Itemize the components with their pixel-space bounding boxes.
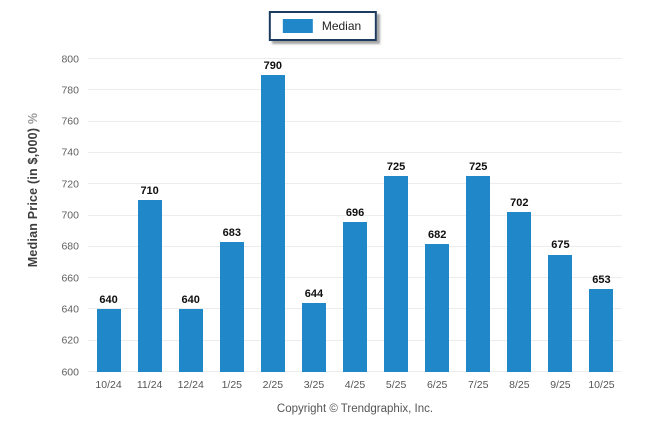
bar-value-label: 682 bbox=[427, 228, 447, 241]
x-tick-label: 1/25 bbox=[221, 379, 242, 391]
bar-median-2-25 bbox=[260, 74, 285, 372]
x-tick-label: 10/25 bbox=[588, 379, 615, 391]
y-tick-label: 660 bbox=[61, 271, 79, 284]
bar-slot: 653 10/25 bbox=[581, 59, 622, 391]
x-tick-label: 12/24 bbox=[177, 379, 204, 391]
bar-value-label: 725 bbox=[386, 161, 406, 174]
bar-slot: 696 4/25 bbox=[334, 59, 375, 391]
legend: Median bbox=[268, 11, 378, 41]
bar-median-8-25 bbox=[507, 212, 532, 372]
bar-value-label: 790 bbox=[263, 59, 283, 72]
y-tick-label: 620 bbox=[61, 334, 79, 347]
x-tick-label: 7/25 bbox=[468, 379, 489, 391]
bar-value-label: 640 bbox=[99, 294, 118, 307]
bar-slot: 675 9/25 bbox=[540, 59, 581, 391]
bar-slot: 710 11/24 bbox=[129, 59, 170, 391]
gridline bbox=[88, 120, 622, 122]
x-tick-label: 11/24 bbox=[136, 379, 163, 391]
legend-label: Median bbox=[321, 19, 362, 33]
y-tick-label: 640 bbox=[61, 303, 79, 316]
x-tick-label: 10/24 bbox=[95, 379, 122, 391]
bar-median-7-25 bbox=[466, 176, 491, 372]
gridline bbox=[88, 183, 622, 185]
bar-median-1-25 bbox=[219, 242, 244, 372]
bar-value-label: 725 bbox=[469, 161, 488, 174]
y-axis-title-suffix: % bbox=[26, 112, 40, 128]
gridline bbox=[88, 151, 622, 153]
y-tick-label: 740 bbox=[61, 146, 79, 159]
bar-value-label: 653 bbox=[592, 273, 611, 286]
bar-median-3-25 bbox=[301, 303, 326, 372]
bar-median-9-25 bbox=[548, 254, 573, 372]
legend-swatch-median bbox=[282, 19, 313, 33]
plot-area: 600 620 640 660 680 700 720 740 760 780 800 640 10/2… bbox=[61, 54, 622, 391]
bar-median-11-24 bbox=[137, 199, 162, 372]
x-tick-label: 2/25 bbox=[262, 379, 284, 391]
y-tick-label: 680 bbox=[61, 240, 79, 253]
y-axis-title-text: Median Price (in $,000) bbox=[26, 127, 40, 268]
y-tick-label: 700 bbox=[61, 209, 79, 222]
bar-value-label: 644 bbox=[304, 287, 324, 300]
bar-slot: 640 12/24 bbox=[170, 59, 211, 391]
bar-median-10-25 bbox=[589, 289, 614, 372]
x-tick-label: 4/25 bbox=[344, 379, 366, 391]
x-tick-label: 6/25 bbox=[426, 379, 448, 391]
copyright: Copyright © Trendgraphix, Inc. bbox=[276, 403, 434, 415]
bar-slot: 725 7/25 bbox=[458, 59, 499, 391]
bar-value-label: 696 bbox=[345, 206, 365, 219]
bar-slot: 702 8/25 bbox=[499, 59, 540, 391]
y-tick-label: 600 bbox=[61, 365, 79, 378]
gridline bbox=[88, 58, 622, 59]
bar-median-12-24 bbox=[178, 309, 203, 372]
bar-slot: 644 3/25 bbox=[293, 59, 334, 391]
x-tick-label: 5/25 bbox=[385, 379, 407, 391]
bar-slot: 725 5/25 bbox=[376, 59, 417, 391]
bars-row: 640 10/24 710 11/24 640 12/24 683 1/25 790 2/25 64… bbox=[88, 59, 622, 391]
x-tick-label: 9/25 bbox=[550, 379, 571, 391]
bar-slot: 682 6/25 bbox=[417, 59, 458, 391]
bar-slot: 790 2/25 bbox=[252, 59, 293, 391]
bar-value-label: 640 bbox=[181, 294, 200, 307]
bar-median-4-25 bbox=[343, 221, 367, 372]
bar-value-label: 710 bbox=[140, 184, 159, 197]
gridline bbox=[88, 214, 622, 216]
bar-median-6-25 bbox=[425, 243, 450, 372]
y-tick-label: 720 bbox=[61, 177, 79, 190]
bar-slot: 640 10/24 bbox=[88, 59, 129, 391]
y-tick-label: 800 bbox=[61, 52, 79, 65]
x-tick-label: 8/25 bbox=[509, 379, 530, 391]
gridline bbox=[88, 89, 622, 91]
bar-value-label: 683 bbox=[222, 226, 241, 239]
bar-median-10-24 bbox=[96, 309, 121, 372]
y-tick-label: 760 bbox=[61, 115, 79, 128]
bar-median-5-25 bbox=[384, 176, 409, 372]
y-tick-label: 780 bbox=[61, 84, 79, 97]
y-axis-title: Median Price (in $,000) % bbox=[26, 113, 40, 267]
bar-value-label: 702 bbox=[510, 197, 529, 210]
x-tick-label: 3/25 bbox=[303, 379, 325, 391]
bar-value-label: 675 bbox=[551, 239, 570, 252]
bar-slot: 683 1/25 bbox=[211, 59, 252, 391]
